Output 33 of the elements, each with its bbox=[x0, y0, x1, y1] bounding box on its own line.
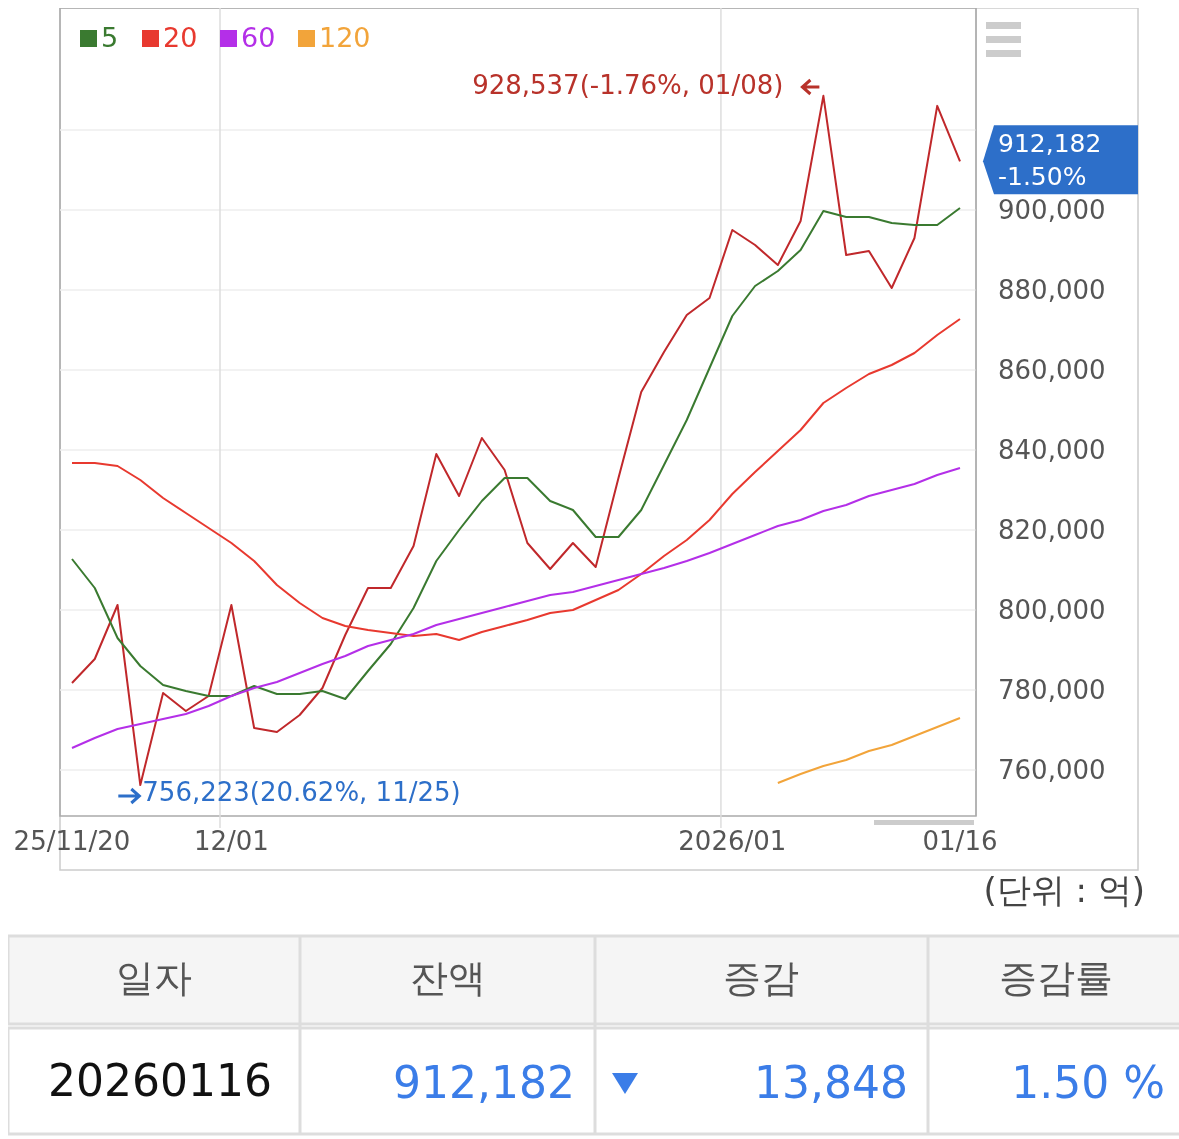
y-tick-label: 880,000 bbox=[998, 275, 1106, 306]
x-tick-label: 2026/01 bbox=[678, 826, 787, 856]
line-series bbox=[71, 207, 961, 700]
y-tick-label: 840,000 bbox=[998, 435, 1106, 466]
y-tick-label: 860,000 bbox=[998, 355, 1106, 386]
text: 잔액 bbox=[410, 956, 486, 1001]
text: 912,182 bbox=[998, 129, 1102, 159]
text: 증감 bbox=[723, 956, 799, 1001]
legend-label: 60 bbox=[241, 22, 276, 54]
legend-label: 120 bbox=[319, 22, 371, 54]
y-tick-label: 800,000 bbox=[998, 595, 1106, 626]
text: 1.50 % bbox=[1011, 1057, 1165, 1109]
line-series bbox=[776, 717, 961, 784]
line-series bbox=[71, 467, 961, 749]
y-tick-label: 760,000 bbox=[998, 755, 1106, 786]
text: 일자 bbox=[116, 956, 192, 1001]
y-tick-label: 900,000 bbox=[998, 195, 1106, 226]
y-tick-label: 780,000 bbox=[998, 675, 1106, 706]
text: 13,848 bbox=[754, 1057, 908, 1109]
text: 20260116 bbox=[48, 1055, 272, 1107]
annotation: 928,537(-1.76%, 01/08) bbox=[472, 70, 784, 101]
legend-label: 20 bbox=[163, 22, 198, 54]
legend-label: 5 bbox=[101, 22, 119, 54]
text: 912,182 bbox=[393, 1057, 575, 1109]
annotation: 756,223(20.62%, 11/25) bbox=[142, 777, 461, 808]
text: -1.50% bbox=[998, 162, 1087, 192]
text: 증감률 bbox=[999, 956, 1113, 1001]
y-tick-label: 820,000 bbox=[998, 515, 1106, 546]
x-tick-label: 01/16 bbox=[922, 826, 998, 856]
x-tick-label: 12/01 bbox=[193, 826, 269, 856]
text: (단위 : 억) bbox=[983, 869, 1145, 910]
line-series bbox=[71, 318, 961, 641]
x-tick-label: 25/11/20 bbox=[13, 826, 131, 856]
